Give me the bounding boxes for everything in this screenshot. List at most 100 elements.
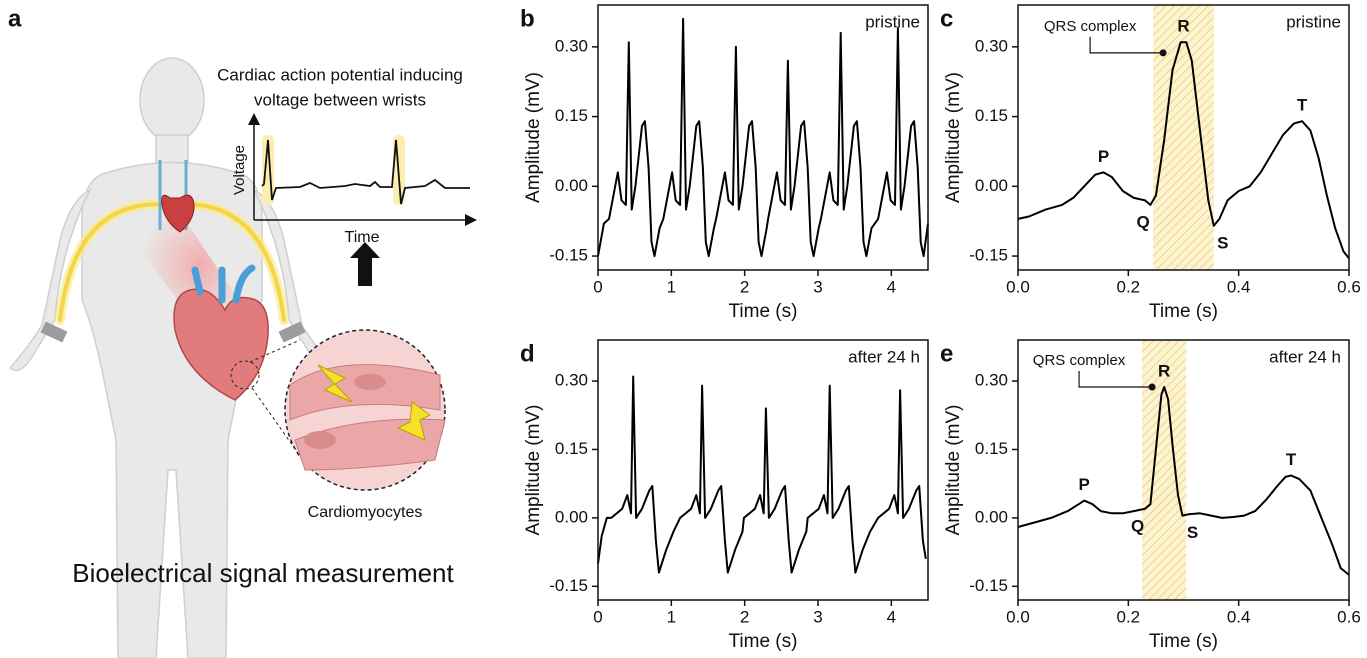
heart-large: [173, 288, 269, 401]
wave-label: S: [1217, 233, 1228, 252]
x-tick-label: 0.4: [1227, 277, 1251, 296]
qrs-band: [1153, 5, 1214, 270]
chart-panel: -0.15 0.00 0.15 0.30 0.0 0.2 0.4 0.6 e after 24 h…: [940, 339, 1361, 652]
y-axis-label: Amplitude (mV): [943, 72, 964, 203]
qrs-point: [1148, 383, 1156, 391]
ecg-line: [597, 375, 927, 574]
x-tick-label: 0.0: [1006, 607, 1030, 626]
qrs-point: [1159, 49, 1167, 57]
y-axis-label: Amplitude (mV): [523, 72, 544, 203]
y-tick-label: 0.00: [555, 176, 588, 195]
qrs-leader: [1089, 36, 1164, 54]
x-tick-label: 3: [813, 607, 822, 626]
plot-frame: [597, 339, 929, 601]
heart-vessels: [191, 264, 256, 304]
y-tick-label: 0.00: [555, 507, 588, 526]
ecg-line: [597, 17, 929, 258]
wave-label: R: [1158, 361, 1170, 380]
wave-label: T: [1297, 96, 1308, 115]
y-tick-label: -0.15: [549, 576, 588, 595]
x-tick-label: 0: [593, 607, 602, 626]
up-arrow: [350, 242, 380, 286]
wave-label: Q: [1131, 516, 1144, 535]
ecg-line: [1017, 41, 1350, 260]
x-tick-label: 0: [593, 277, 602, 296]
x-tick-label: 0.4: [1227, 607, 1251, 626]
heart-glow: [140, 200, 260, 330]
x-axis-label: Time (s): [1149, 301, 1218, 322]
y-tick-label: 0.30: [975, 36, 1008, 55]
x-tick-label: 4: [887, 277, 896, 296]
ecg-line: [1017, 386, 1350, 576]
x-tick-label: 0.2: [1117, 607, 1141, 626]
panel-letter: a: [8, 5, 22, 32]
panel-letter: d: [520, 340, 535, 367]
panel-letter: c: [940, 5, 953, 32]
wave-label: T: [1286, 450, 1297, 469]
wave-label: P: [1079, 475, 1090, 494]
y-tick-label: 0.15: [555, 106, 588, 125]
qrs-leader: [1078, 370, 1153, 388]
qrs-label: QRS complex: [1033, 352, 1126, 369]
plot-frame: [597, 4, 929, 271]
x-tick-label: 0.6: [1337, 277, 1361, 296]
wave-label: R: [1177, 17, 1189, 36]
panel-label: after 24 h: [848, 347, 920, 366]
inset-signal: [261, 139, 470, 205]
nucleus: [354, 374, 386, 390]
chart-panel: -0.15 0.00 0.15 0.30 0 1 2 3 4 b pristine Time (s) A…: [520, 4, 929, 322]
x-tick-label: 0.2: [1117, 277, 1141, 296]
zoom-lines: [249, 339, 311, 471]
x-axis-label: Time (s): [1149, 631, 1218, 652]
panel-label: pristine: [865, 12, 920, 31]
inset-y-label: Voltage: [231, 145, 248, 195]
x-tick-label: 0.0: [1006, 277, 1030, 296]
x-tick-label: 1: [667, 277, 676, 296]
wave-label: Q: [1137, 212, 1150, 231]
y-tick-label: -0.15: [969, 246, 1008, 265]
x-tick-label: 1: [667, 607, 676, 626]
heart-small: [161, 194, 195, 233]
lightning: [396, 401, 431, 441]
zoom-origin: [230, 360, 260, 390]
y-tick-label: 0.00: [975, 176, 1008, 195]
panel-label: after 24 h: [1269, 347, 1341, 366]
y-tick-label: -0.15: [969, 576, 1008, 595]
wave-label: S: [1187, 523, 1198, 542]
caption: Bioelectrical signal measurement: [72, 558, 454, 588]
chart-panel: -0.15 0.00 0.15 0.30 0 1 2 3 4 d after 24 h Time (s…: [520, 339, 929, 652]
y-tick-label: 0.30: [555, 371, 588, 390]
nucleus: [304, 431, 336, 449]
qrs-band: [1142, 340, 1187, 600]
x-tick-label: 2: [740, 277, 749, 296]
y-tick-label: 0.15: [555, 439, 588, 458]
chart-panel: -0.15 0.00 0.15 0.30 0.0 0.2 0.4 0.6 c pristine Ti…: [940, 4, 1361, 322]
cell-label: Cardiomyocytes: [308, 504, 423, 521]
lightning: [317, 364, 353, 403]
plot-frame: [1017, 339, 1350, 601]
inset-x-label: Time: [345, 229, 380, 246]
panel-letter: b: [520, 5, 535, 32]
x-tick-label: 2: [740, 607, 749, 626]
y-axis-label: Amplitude (mV): [523, 405, 544, 536]
x-tick-label: 4: [887, 607, 896, 626]
inset-title: voltage between wrists: [254, 90, 426, 109]
cardiomyocyte: [289, 364, 441, 421]
x-tick-label: 0.6: [1337, 607, 1361, 626]
wristband: [278, 321, 306, 343]
qrs-label: QRS complex: [1044, 18, 1137, 35]
x-tick-label: 3: [813, 277, 822, 296]
x-axis-label: Time (s): [729, 631, 798, 652]
y-tick-label: 0.30: [975, 371, 1008, 390]
y-tick-label: 0.15: [975, 439, 1008, 458]
x-axis-label: Time (s): [729, 301, 798, 322]
illustration: a Cardiac action potential inducing volt…: [8, 5, 477, 658]
inset-title: Cardiac action potential inducing: [217, 65, 463, 84]
wave-label: P: [1098, 147, 1109, 166]
y-tick-label: 0.15: [975, 106, 1008, 125]
y-axis-label: Amplitude (mV): [943, 405, 964, 536]
plot-frame: [1017, 4, 1350, 271]
y-tick-label: 0.30: [555, 36, 588, 55]
panel-letter: e: [940, 340, 953, 367]
